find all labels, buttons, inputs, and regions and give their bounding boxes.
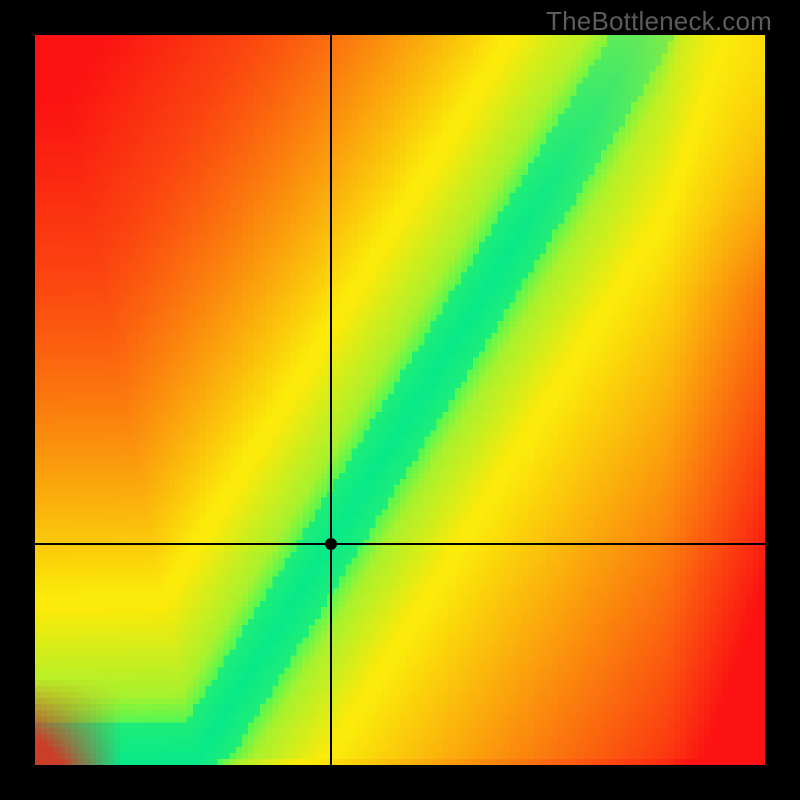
crosshair-marker xyxy=(325,538,337,550)
crosshair-vertical xyxy=(330,35,332,765)
crosshair-horizontal xyxy=(35,543,765,545)
watermark-text: TheBottleneck.com xyxy=(546,6,772,37)
bottleneck-heatmap xyxy=(35,35,765,765)
